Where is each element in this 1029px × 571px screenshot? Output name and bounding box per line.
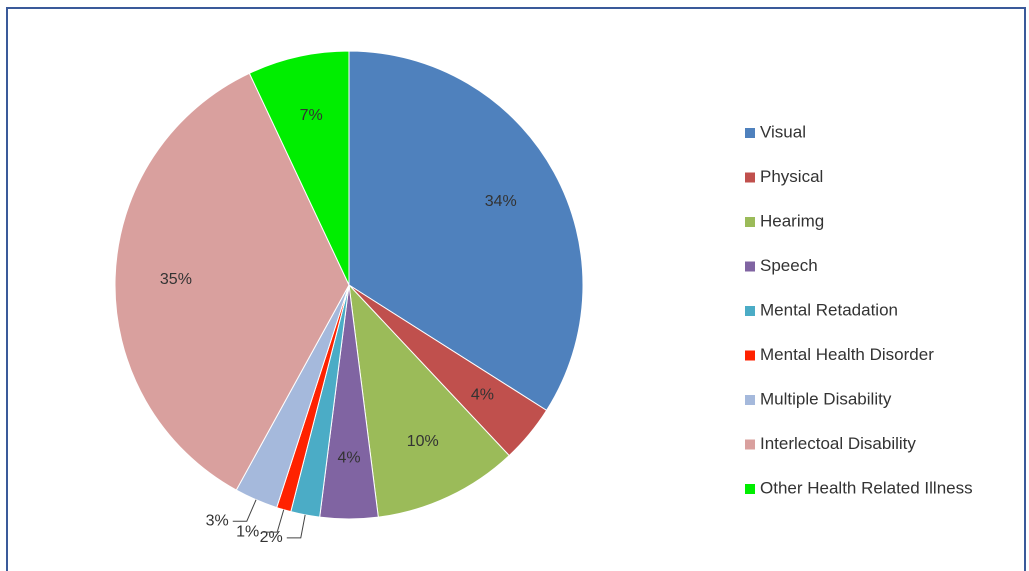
legend-label: Mental Health Disorder bbox=[760, 345, 934, 364]
legend-label: Visual bbox=[760, 122, 806, 141]
legend-label: Physical bbox=[760, 167, 823, 186]
legend-swatch bbox=[745, 261, 755, 272]
legend-swatch bbox=[745, 172, 755, 183]
legend-label: Interlectoal Disability bbox=[760, 434, 916, 453]
legend-swatch bbox=[745, 306, 755, 316]
legend-swatch bbox=[745, 350, 755, 361]
legend-label: Other Health Related Illness bbox=[760, 478, 973, 497]
legend-swatch bbox=[745, 439, 755, 450]
data-label: 35% bbox=[160, 271, 192, 288]
legend-label: Hearimg bbox=[760, 211, 824, 230]
pie-slice bbox=[348, 50, 584, 412]
data-label: 3% bbox=[206, 512, 229, 529]
data-label: 1% bbox=[236, 523, 259, 540]
legend-label: Mental Retadation bbox=[760, 300, 898, 319]
leader-line bbox=[286, 514, 306, 539]
pie-slice bbox=[348, 283, 510, 518]
legend-swatch bbox=[745, 128, 755, 138]
legend-swatch bbox=[745, 395, 755, 405]
pie-slice bbox=[248, 50, 350, 286]
legend-swatch bbox=[745, 484, 755, 494]
data-label: 4% bbox=[337, 449, 360, 466]
legend-label: Multiple Disability bbox=[760, 389, 892, 408]
data-label: 4% bbox=[471, 387, 494, 404]
data-label: 10% bbox=[407, 433, 439, 450]
leader-line bbox=[232, 499, 257, 522]
legend-swatch bbox=[745, 217, 755, 227]
data-label: 2% bbox=[260, 529, 283, 546]
frame bbox=[6, 7, 1026, 571]
data-label: 7% bbox=[300, 107, 323, 124]
leader-line bbox=[263, 509, 285, 533]
pie-slice bbox=[114, 72, 350, 491]
data-label: 34% bbox=[485, 193, 517, 210]
legend-label: Speech bbox=[760, 256, 818, 275]
